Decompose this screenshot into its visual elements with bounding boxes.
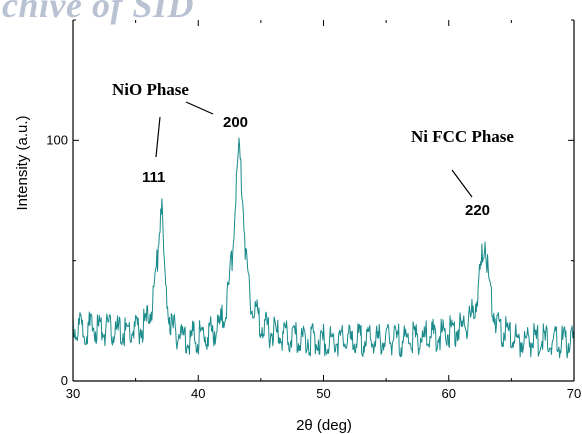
annotation-111: 111	[142, 169, 165, 186]
x-tick-label: 30	[66, 386, 80, 401]
y-tick-label: 100	[46, 132, 68, 147]
x-axis-title: 2θ (deg)	[296, 417, 352, 434]
x-tick-label: 50	[316, 386, 330, 401]
x-tick-label: 40	[191, 386, 205, 401]
x-tick-label: 70	[567, 386, 581, 401]
annotation-leader-220	[451, 169, 473, 198]
plot-area: 30 40 50 60 70 0 100	[46, 19, 581, 401]
annotation-200: 200	[223, 114, 248, 131]
annotation-leader-111	[155, 116, 161, 158]
x-tick-label: 60	[442, 386, 456, 401]
y-axis-title: Intensity (a.u.)	[14, 115, 31, 210]
annotation-leader-200	[185, 101, 214, 115]
annotation-nio-phase: NiO Phase	[112, 80, 189, 99]
series-line	[72, 137, 575, 359]
y-tick-label: 0	[61, 373, 68, 388]
annotation-220: 220	[465, 202, 490, 219]
annotation-ni-fcc-phase: Ni FCC Phase	[411, 127, 514, 146]
